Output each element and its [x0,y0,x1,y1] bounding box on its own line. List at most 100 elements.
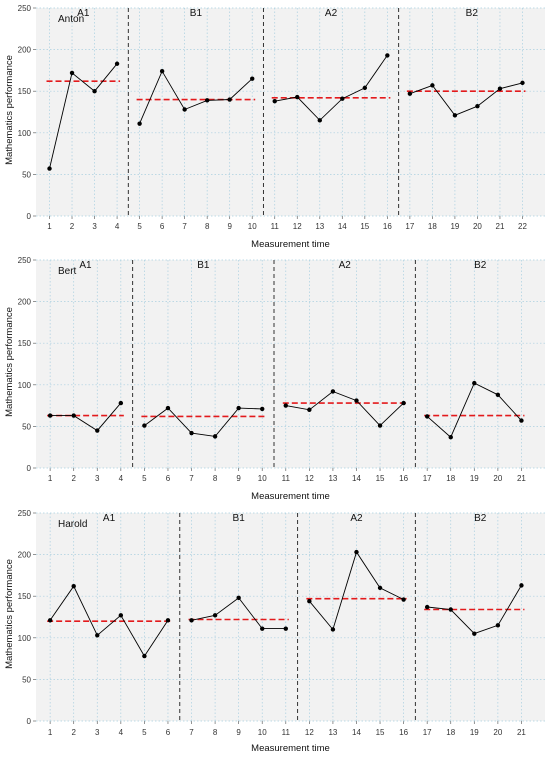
x-axis-title: Measurement time [251,239,330,250]
x-tick-label: 14 [352,728,361,737]
data-point [47,413,53,418]
x-tick-label: 2 [70,222,75,231]
data-point [159,69,165,74]
data-line-segment [139,70,253,124]
panel-bert: 1 2 3 4 5 6 7 8 9 10 11 12 13 14 15 16 17 18 19 20 210501001… [4,256,545,502]
data-point [495,392,501,397]
data-point [424,604,430,610]
x-tick-label: 15 [376,474,385,483]
plot-background [36,8,545,216]
y-axis-title: Mathematics performance [4,55,15,165]
x-tick-label: 9 [227,222,232,231]
x-tick-label: 19 [470,728,479,737]
data-point [401,400,406,406]
x-tick-label: 13 [328,474,337,483]
x-tick-label: 18 [446,474,455,483]
x-tick-label: 19 [470,474,479,483]
x-tick-label: 11 [271,222,280,231]
data-point [472,631,477,636]
x-tick-label: 18 [446,728,455,737]
x-tick-label: 20 [493,474,502,483]
data-point [165,618,171,623]
plot-background [36,260,545,468]
phase-label-b2: B2 [466,8,479,19]
x-tick-label: 16 [399,728,408,737]
data-line-segment [144,407,263,437]
x-tick-label: 10 [248,222,257,231]
x-tick-label: 7 [189,474,194,483]
data-point [354,549,359,555]
data-point [385,53,390,58]
data-point [182,107,187,112]
data-point [212,613,218,618]
data-point [71,584,76,589]
y-tick-label: 100 [18,129,32,138]
phase-label-b2: B2 [474,513,487,524]
y-tick-label: 100 [18,381,32,390]
data-point [236,595,241,601]
x-tick-label: 9 [236,474,241,483]
x-tick-label: 10 [258,474,267,483]
y-tick-label: 150 [18,339,32,348]
x-tick-label: 10 [258,728,267,737]
x-tick-label: 16 [383,222,392,231]
y-tick-label: 50 [22,675,31,684]
phase-label-b1: B1 [190,8,203,19]
data-point [340,96,345,101]
y-tick-label: 200 [18,46,32,55]
data-point [283,403,288,408]
data-point [330,389,336,394]
y-tick-label: 150 [18,592,32,601]
data-point [69,70,75,76]
x-tick-label: 12 [305,728,314,737]
x-tick-label: 9 [236,728,241,737]
data-line-segment [285,390,404,427]
panel-label: Harold [58,519,87,530]
data-point [118,400,124,406]
phase-label-a1: A1 [79,260,92,271]
x-tick-label: 5 [142,728,147,737]
data-line-segment [409,82,523,116]
data-line-segment [49,63,118,169]
x-tick-label: 14 [338,222,347,231]
data-point [377,585,383,591]
data-point [260,406,265,412]
y-tick-label: 50 [22,170,31,179]
data-point [472,380,477,386]
data-point [354,398,359,403]
data-point [118,613,124,618]
x-tick-label: 1 [47,222,52,231]
data-point [137,121,142,126]
y-tick-label: 0 [27,464,32,473]
x-tick-label: 21 [517,474,526,483]
x-tick-label: 20 [493,728,502,737]
phase-label-a1: A1 [103,513,116,524]
data-point [272,98,277,104]
phase-label-b2: B2 [474,260,487,271]
x-tick-label: 11 [282,728,291,737]
y-axis-title: Mathematics performance [4,559,15,669]
x-tick-label: 7 [182,222,187,231]
y-tick-label: 100 [18,634,32,643]
x-axis-title: Measurement time [251,743,330,754]
x-tick-label: 5 [142,474,147,483]
data-point [95,633,100,638]
data-point [227,97,232,102]
data-point [430,83,435,88]
x-tick-label: 8 [213,474,218,483]
data-point [401,597,406,602]
x-tick-label: 22 [518,222,527,231]
panel-label: Anton [58,14,84,25]
y-tick-label: 200 [18,551,32,560]
data-point [114,61,120,66]
y-tick-label: 150 [18,87,32,96]
x-tick-label: 21 [517,728,526,737]
x-tick-label: 2 [71,728,76,737]
data-point [260,626,265,631]
x-tick-label: 18 [428,222,437,231]
x-tick-label: 15 [376,728,385,737]
x-axis-title: Measurement time [251,491,330,502]
x-tick-label: 15 [360,222,369,231]
y-tick-label: 250 [18,509,32,518]
